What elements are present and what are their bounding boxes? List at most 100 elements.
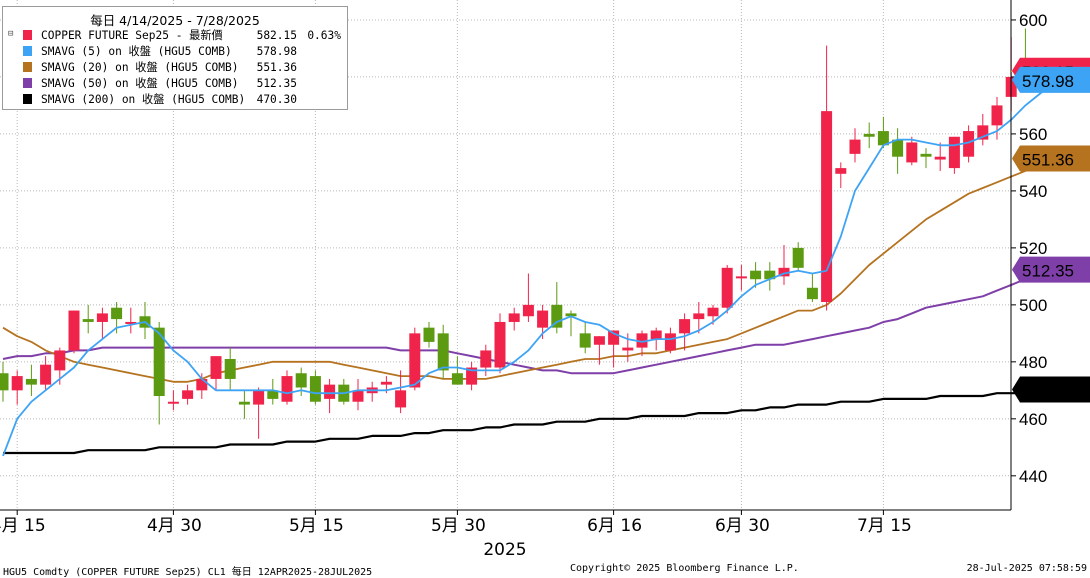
legend-item-sma5: SMAVG (5) on 收盤 (HGU5 COMB) 578.98 [9,44,343,59]
candle-body [664,333,676,351]
candle-body [934,156,946,160]
last-value-text: 470.30 [1022,381,1074,400]
candle-body [423,327,435,342]
candle-body [96,313,108,322]
last-value-label: 578.98 [1012,66,1090,93]
legend-swatch-copper [23,30,32,40]
candle [849,128,861,163]
x-tick-label: 5月 30 [431,516,486,536]
candle-body [991,105,1003,126]
candle-body [309,376,321,402]
legend-value: 512.35 [256,77,297,90]
candle-body [54,350,66,371]
candle [622,333,634,362]
candle-body [579,333,591,348]
candle-body [877,131,889,146]
sma200-line [3,389,1054,455]
footer-ticker: HGU5 Comdty (COPPER FUTURE Sep25) CL1 每日… [3,567,373,578]
candle-body [764,270,776,280]
legend-label: SMAVG (50) on 收盤 (HGU5 COMB) [41,77,239,90]
candle-body [537,310,549,328]
legend-label: COPPER FUTURE Sep25 - 最新價 [41,29,223,42]
sma5-path [2,81,1055,457]
last-value-label: 470.30 [1012,376,1090,403]
candle-body [224,358,236,379]
x-tick-label: 7月 15 [857,516,912,536]
candle-body [196,378,208,391]
tree-collapse-icon[interactable]: ⊟ [8,29,14,39]
candle-body [395,390,407,408]
legend-item-sma200: SMAVG (200) on 收盤 (HGU5 COMB) 470.30 [9,92,343,107]
y-tick-label: 440 [1019,467,1047,486]
x-tick-label: 4月 15 [0,516,46,536]
candle-body [267,390,279,399]
legend-label: SMAVG (20) on 收盤 (HGU5 COMB) [41,61,239,74]
candle-body [593,336,605,345]
candle-body [437,333,449,371]
y-tick-label: 540 [1019,182,1047,201]
last-value-text: 551.36 [1022,151,1074,170]
candle-body [608,330,620,345]
candle [423,321,435,348]
sma50-path [2,269,1055,375]
candle [11,370,23,405]
candle [25,364,37,397]
last-value-tag [1012,145,1090,172]
candle [139,302,151,340]
legend-header: 每日 4/14/2025 - 7/28/2025 [90,13,260,28]
candle-body [679,319,691,334]
candle [806,273,818,303]
candle-body [906,142,918,163]
candle-body [68,310,80,351]
candle [253,387,265,439]
candle [210,356,222,391]
candle-body [125,321,137,324]
candle-body [253,390,265,405]
y-tick-label: 520 [1019,239,1047,258]
candle [608,330,620,368]
candle [366,381,378,402]
candle-body [920,153,932,157]
candle [991,96,1003,140]
candle-body [650,330,662,340]
legend-swatch-sma5 [23,46,32,56]
candle-body [210,356,222,379]
footer-timestamp: 28-Jul-2025 07:58:59 [966,563,1087,574]
candle-body [0,373,9,391]
candlesticks [0,28,1060,439]
candle [835,162,847,189]
candle [167,390,179,411]
candle [764,262,776,291]
candle-body [451,373,463,385]
sma20-path [2,158,1055,383]
candle-body [721,267,733,308]
x-tick-label: 6月 30 [715,516,770,536]
x-tick-label: 5月 15 [289,516,344,536]
candle-body [508,313,520,322]
candle-body [25,378,37,385]
candle-body [409,333,421,388]
candle [551,282,563,334]
candle-body [778,267,790,277]
candle-body [892,139,904,157]
last-value-label: 551.36 [1012,145,1090,172]
sma20-line [2,158,1055,383]
x-tick-label: 6月 16 [587,516,642,536]
candle [309,370,321,405]
candle-body [281,376,293,402]
y-tick-label: 460 [1019,410,1047,429]
legend-label: SMAVG (5) on 收盤 (HGU5 COMB) [41,45,232,58]
candle-body [863,133,875,137]
legend-item-copper: COPPER FUTURE Sep25 - 最新價 582.15 0.63% [9,28,343,43]
candle-body [821,111,833,303]
candle-body [806,287,818,300]
candle-body [750,270,762,280]
legend-label: SMAVG (200) on 收盤 (HGU5 COMB) [41,93,246,106]
candle [324,378,336,414]
candle-body [963,131,975,157]
legend-change: 0.63% [307,29,341,42]
candle [295,367,307,397]
candle [437,324,449,379]
legend-swatch-sma50 [23,78,32,88]
